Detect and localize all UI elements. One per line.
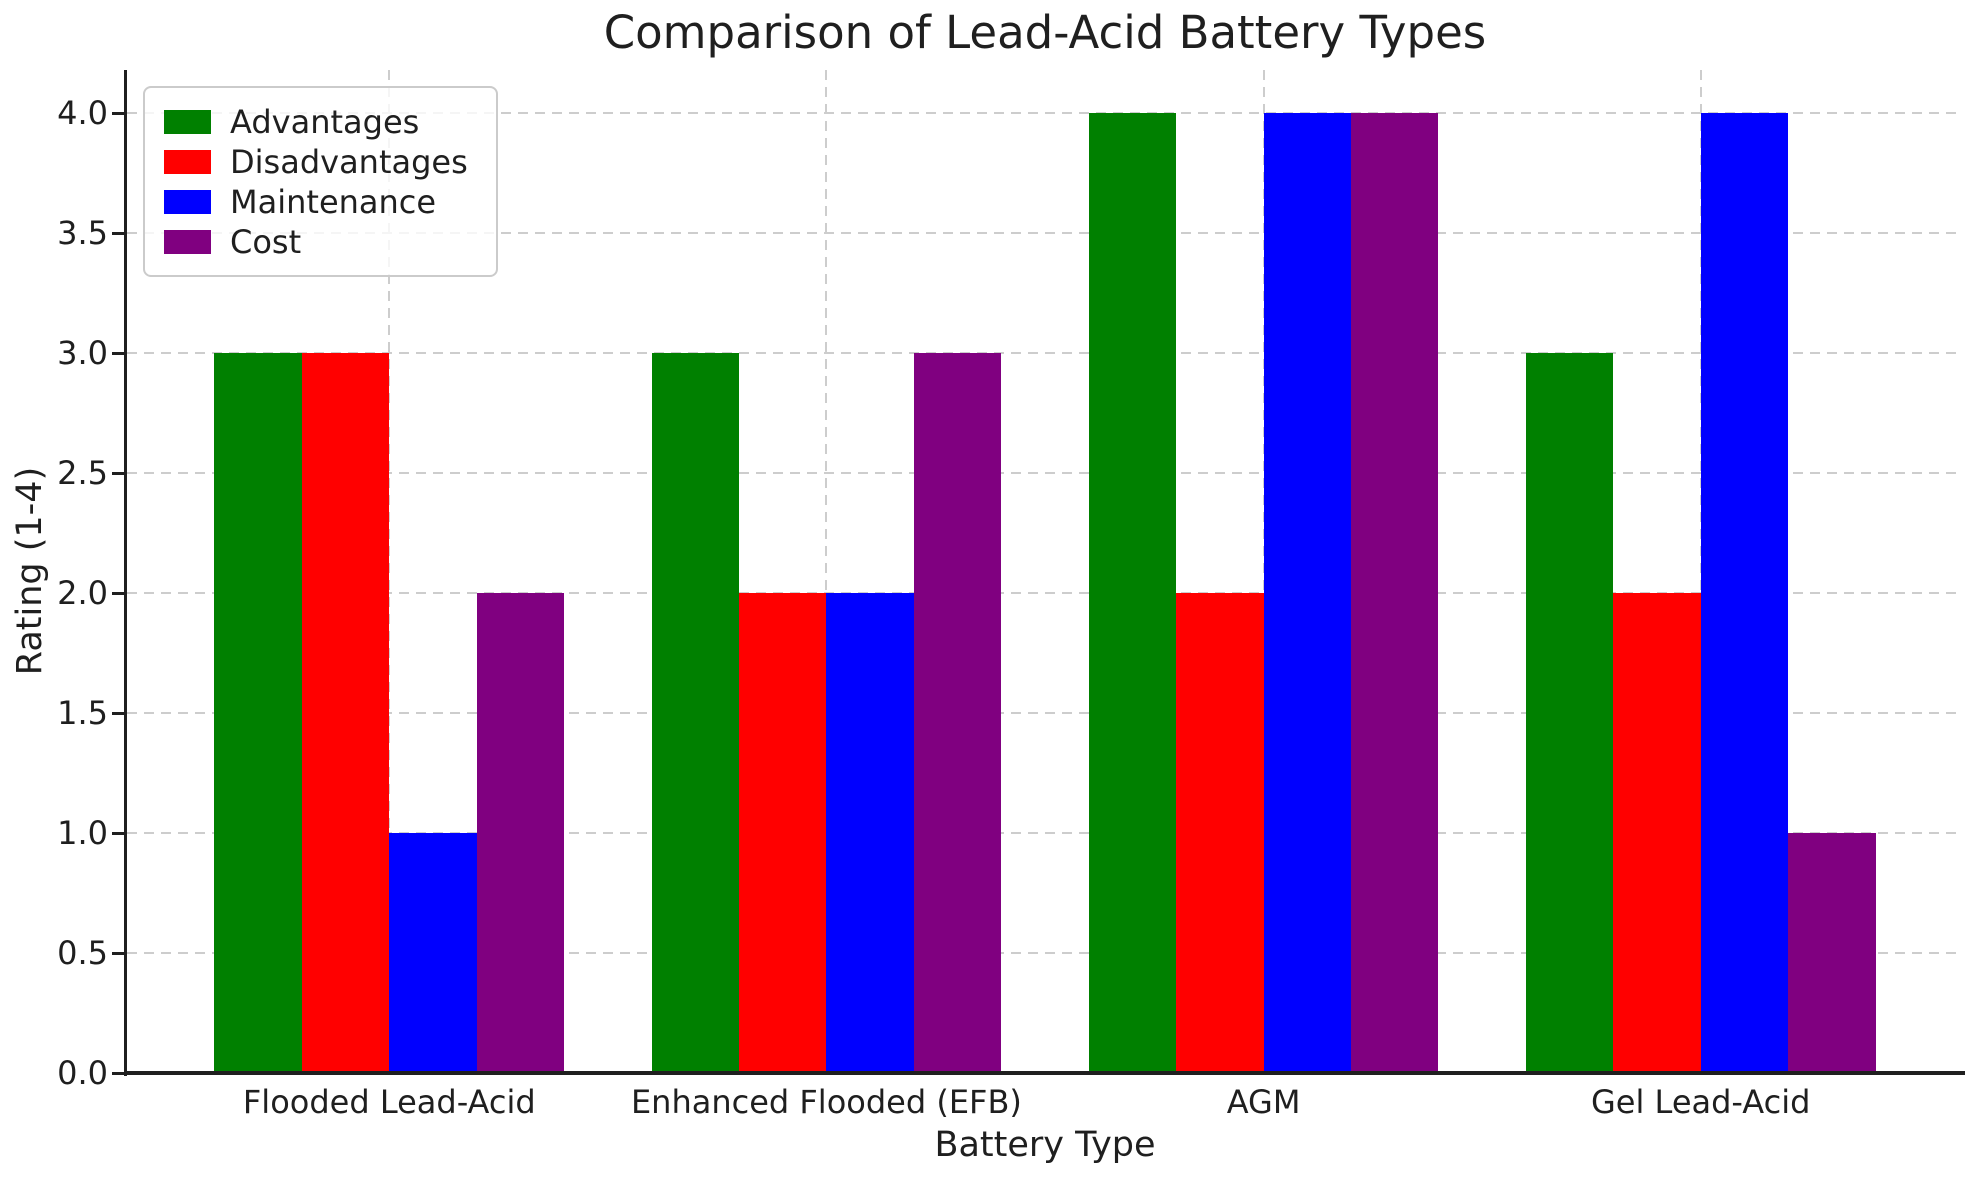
y-tick-1.5 [112, 711, 125, 715]
y-tick-label-2.0: 2.0 [57, 574, 108, 613]
h-gridline-3.5 [127, 232, 1963, 235]
y-tick-2.0 [112, 591, 125, 595]
x-tick-label-enhanced-flooded-efb: Enhanced Flooded (EFB) [630, 1083, 1022, 1121]
bar-cost-enhanced-flooded-efb [913, 353, 1002, 1073]
x-tick-label-agm: AGM [1226, 1083, 1301, 1121]
x-tick-label-flooded-lead-acid: Flooded Lead-Acid [242, 1083, 536, 1121]
legend-row-cost: Cost [164, 222, 468, 261]
y-tick-label-1.0: 1.0 [57, 814, 108, 853]
bar-maintenance-agm [1263, 113, 1351, 1073]
bar-disadvantages-gel-lead-acid [1613, 593, 1701, 1073]
legend-row-advantages: Advantages [164, 102, 468, 141]
legend-label-disadvantages: Disadvantages [230, 142, 468, 181]
plot-area [127, 70, 1963, 1073]
bar-maintenance-enhanced-flooded-efb [826, 593, 914, 1073]
y-tick-label-1.5: 1.5 [57, 694, 108, 733]
bar-advantages-enhanced-flooded-efb [651, 353, 739, 1073]
bar-cost-agm [1351, 113, 1439, 1073]
bar-disadvantages-agm [1176, 593, 1264, 1073]
h-gridline-1.5 [127, 712, 1963, 715]
y-tick-3.5 [112, 231, 125, 235]
y-axis-spine [124, 70, 127, 1076]
legend-label-maintenance: Maintenance [230, 182, 437, 221]
y-tick-3.0 [112, 351, 125, 355]
x-axis-spine [124, 1071, 1965, 1075]
legend-label-cost: Cost [230, 222, 302, 261]
bar-cost-gel-lead-acid [1788, 833, 1876, 1073]
x-axis-label: Battery Type [934, 1125, 1156, 1165]
y-tick-4.0 [112, 111, 125, 115]
bar-disadvantages-enhanced-flooded-efb [739, 593, 827, 1073]
chart-title: Comparison of Lead-Acid Battery Types [603, 6, 1487, 59]
h-gridline-3.0 [127, 352, 1963, 355]
bar-maintenance-gel-lead-acid [1700, 113, 1789, 1073]
h-gridline-0.5 [127, 952, 1963, 955]
legend-swatch-maintenance [164, 189, 211, 214]
y-tick-label-2.5: 2.5 [57, 454, 108, 493]
y-tick-label-0.5: 0.5 [57, 934, 108, 973]
y-tick-0.0 [112, 1071, 125, 1075]
bar-disadvantages-flooded-lead-acid [301, 353, 390, 1073]
h-gridline-1.0 [127, 832, 1963, 835]
v-gridline-enhanced-flooded-efb [825, 70, 828, 1073]
bar-advantages-flooded-lead-acid [214, 353, 302, 1073]
h-gridline-2.0 [127, 592, 1963, 595]
x-tick-label-gel-lead-acid: Gel Lead-Acid [1591, 1083, 1811, 1121]
legend-row-disadvantages: Disadvantages [164, 142, 468, 181]
y-tick-label-3.0: 3.0 [57, 334, 108, 373]
bar-maintenance-flooded-lead-acid [389, 833, 477, 1073]
y-tick-2.5 [112, 471, 125, 475]
h-gridline-4.0 [127, 112, 1963, 115]
legend-row-maintenance: Maintenance [164, 182, 468, 221]
y-tick-0.5 [112, 951, 125, 955]
legend: Advantages Disadvantages Maintenance Cost [143, 86, 498, 277]
legend-swatch-advantages [164, 109, 211, 134]
h-gridline-2.5 [127, 472, 1963, 475]
y-axis-label: Rating (1-4) [10, 466, 50, 676]
y-tick-label-0.0: 0.0 [57, 1054, 108, 1092]
bar-advantages-agm [1088, 113, 1177, 1073]
bar-advantages-gel-lead-acid [1525, 353, 1614, 1073]
y-tick-1.0 [112, 831, 125, 835]
v-gridline-flooded-lead-acid [388, 70, 391, 1073]
bar-cost-flooded-lead-acid [476, 593, 565, 1073]
legend-label-advantages: Advantages [230, 102, 420, 141]
y-tick-label-4.0: 4.0 [57, 94, 108, 133]
y-tick-label-3.5: 3.5 [57, 214, 108, 253]
legend-swatch-cost [164, 229, 211, 254]
legend-swatch-disadvantages [164, 149, 211, 174]
